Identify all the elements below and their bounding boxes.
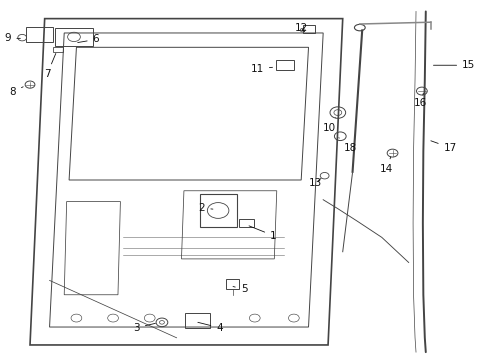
- Text: 5: 5: [233, 284, 247, 294]
- Text: 9: 9: [5, 33, 21, 43]
- Text: 6: 6: [78, 35, 99, 44]
- Text: 15: 15: [434, 60, 475, 70]
- Text: 11: 11: [250, 64, 272, 74]
- Text: 3: 3: [133, 323, 155, 333]
- Text: 17: 17: [431, 141, 457, 153]
- Text: 12: 12: [294, 23, 308, 33]
- Text: 8: 8: [10, 87, 23, 97]
- Text: 2: 2: [198, 203, 213, 213]
- Text: 10: 10: [322, 118, 336, 133]
- Text: 13: 13: [309, 177, 322, 188]
- Text: 4: 4: [198, 322, 223, 333]
- Text: 14: 14: [380, 157, 393, 174]
- Text: 1: 1: [249, 226, 277, 240]
- Text: 18: 18: [339, 138, 357, 153]
- Text: 16: 16: [414, 93, 427, 108]
- Text: 7: 7: [44, 54, 56, 79]
